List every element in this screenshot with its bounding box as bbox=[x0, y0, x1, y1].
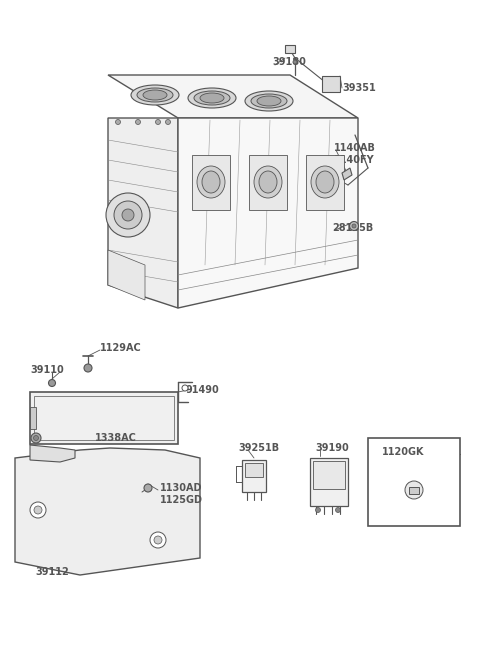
Circle shape bbox=[405, 481, 423, 499]
Polygon shape bbox=[108, 75, 358, 118]
Text: 39351: 39351 bbox=[342, 83, 376, 93]
Circle shape bbox=[31, 433, 41, 443]
Ellipse shape bbox=[200, 93, 224, 103]
Ellipse shape bbox=[259, 171, 277, 193]
Text: 28165B: 28165B bbox=[332, 223, 373, 233]
Bar bbox=[242, 460, 266, 492]
Bar bbox=[30, 392, 178, 444]
Ellipse shape bbox=[245, 91, 293, 111]
Text: 39180: 39180 bbox=[272, 57, 306, 67]
Polygon shape bbox=[342, 168, 352, 180]
Circle shape bbox=[114, 201, 142, 229]
Circle shape bbox=[315, 508, 321, 512]
Text: 1129AC: 1129AC bbox=[100, 343, 142, 353]
Text: 1140FY: 1140FY bbox=[334, 155, 374, 165]
Polygon shape bbox=[30, 445, 75, 462]
Text: 1120GK: 1120GK bbox=[382, 447, 424, 457]
Circle shape bbox=[166, 119, 170, 124]
Circle shape bbox=[182, 385, 188, 391]
Text: 91490: 91490 bbox=[185, 385, 219, 395]
Circle shape bbox=[122, 209, 134, 221]
Circle shape bbox=[34, 436, 38, 441]
Bar bbox=[313, 461, 345, 489]
Text: 39190: 39190 bbox=[315, 443, 349, 453]
Ellipse shape bbox=[316, 171, 334, 193]
Bar bbox=[249, 155, 287, 210]
Ellipse shape bbox=[254, 166, 282, 198]
Circle shape bbox=[336, 508, 340, 512]
Polygon shape bbox=[322, 76, 340, 92]
Circle shape bbox=[30, 502, 46, 518]
Ellipse shape bbox=[131, 85, 179, 105]
Ellipse shape bbox=[143, 90, 167, 100]
Ellipse shape bbox=[188, 88, 236, 108]
Bar bbox=[192, 155, 230, 210]
Bar bbox=[245, 463, 263, 477]
Circle shape bbox=[48, 379, 56, 386]
Text: 1125GD: 1125GD bbox=[160, 495, 203, 505]
Circle shape bbox=[154, 536, 162, 544]
Circle shape bbox=[135, 119, 141, 124]
Ellipse shape bbox=[257, 96, 281, 106]
Circle shape bbox=[156, 119, 160, 124]
Ellipse shape bbox=[311, 166, 339, 198]
Bar bbox=[306, 155, 344, 210]
Circle shape bbox=[349, 221, 359, 231]
Circle shape bbox=[116, 119, 120, 124]
Circle shape bbox=[150, 532, 166, 548]
Circle shape bbox=[293, 60, 297, 64]
Bar bbox=[310, 458, 348, 506]
Bar bbox=[30, 407, 36, 429]
Text: 39251B: 39251B bbox=[238, 443, 279, 453]
Ellipse shape bbox=[194, 91, 230, 105]
Ellipse shape bbox=[137, 88, 173, 102]
Bar bbox=[368, 438, 460, 526]
Ellipse shape bbox=[197, 166, 225, 198]
Text: 1338AC: 1338AC bbox=[95, 433, 137, 443]
Text: 39112: 39112 bbox=[35, 567, 69, 577]
Bar bbox=[409, 487, 419, 494]
Circle shape bbox=[34, 506, 42, 514]
Circle shape bbox=[144, 484, 152, 492]
Ellipse shape bbox=[202, 171, 220, 193]
Polygon shape bbox=[15, 448, 200, 575]
Polygon shape bbox=[178, 118, 358, 308]
Circle shape bbox=[84, 364, 92, 372]
Circle shape bbox=[352, 224, 356, 228]
Text: 1130AD: 1130AD bbox=[160, 483, 203, 493]
Text: 39110: 39110 bbox=[30, 365, 64, 375]
Bar bbox=[34, 396, 174, 440]
Ellipse shape bbox=[251, 94, 287, 108]
Polygon shape bbox=[108, 118, 178, 308]
Circle shape bbox=[106, 193, 150, 237]
Text: 1140AB: 1140AB bbox=[334, 143, 376, 153]
Polygon shape bbox=[108, 250, 145, 300]
Bar bbox=[285, 45, 295, 53]
